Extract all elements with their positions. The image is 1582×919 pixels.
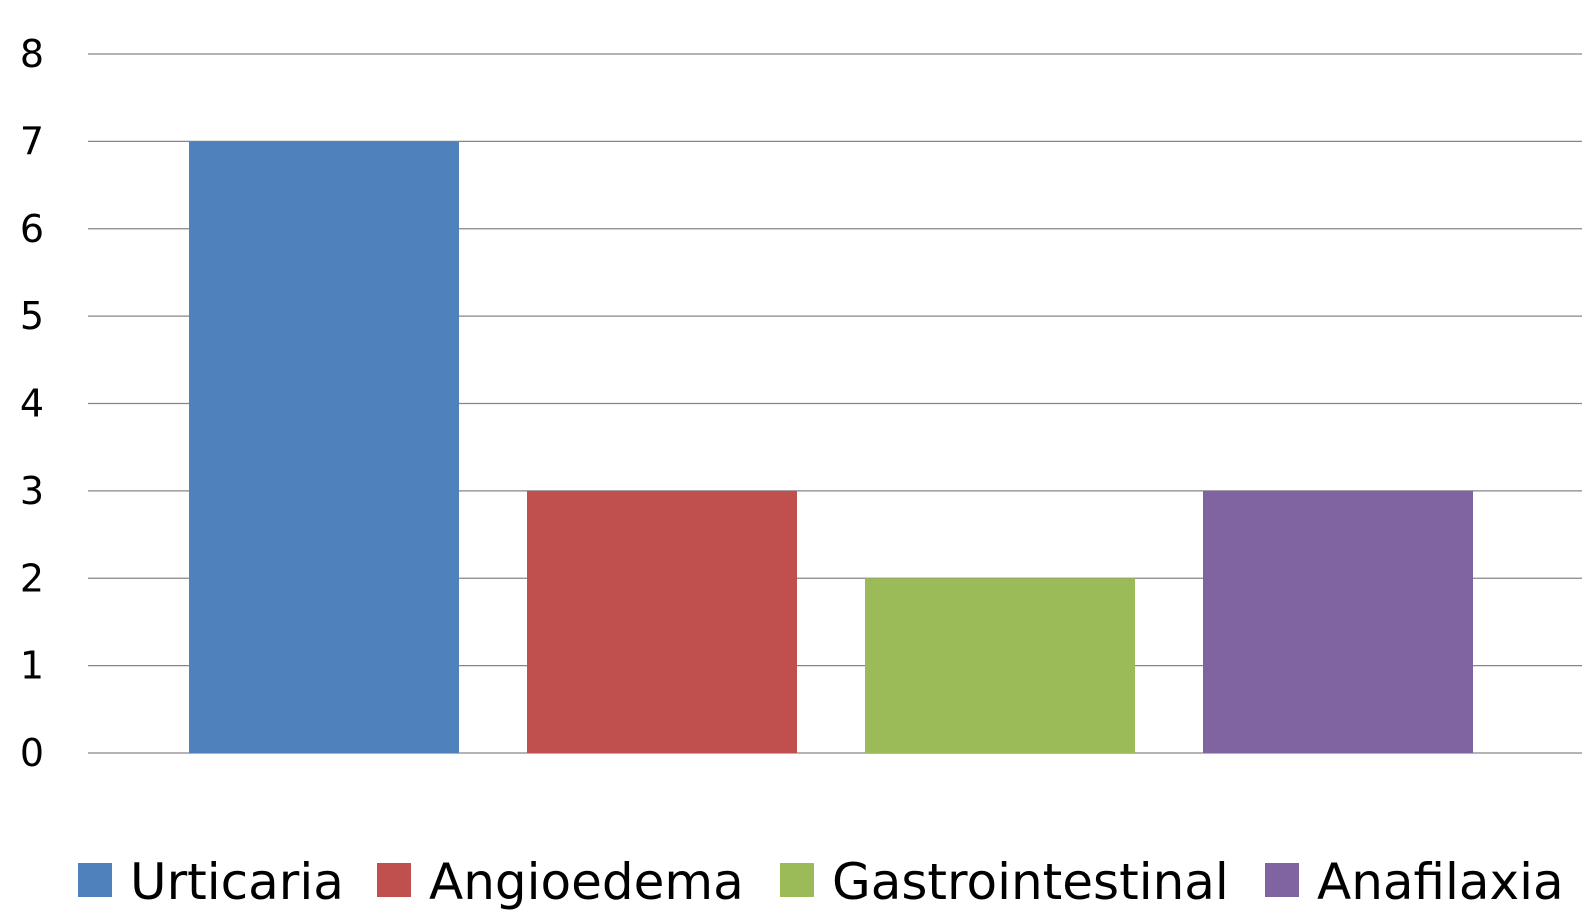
legend-label: Gastrointestinal [832, 853, 1229, 911]
y-tick-label: 4 [20, 382, 44, 426]
y-tick-label: 3 [20, 469, 44, 513]
y-tick-label: 2 [20, 556, 44, 600]
y-tick-label: 7 [20, 119, 44, 163]
y-tick-label: 8 [20, 32, 44, 76]
y-tick-label: 5 [20, 294, 44, 338]
y-axis-ticks: 0 1 2 3 4 5 6 7 8 [20, 32, 44, 775]
legend-swatch [377, 863, 411, 897]
legend-item-anafilaxia: Anafilaxia [1265, 853, 1564, 911]
bar-angioedema [527, 490, 797, 753]
legend-label: Angioedema [429, 853, 744, 911]
legend-swatch [78, 863, 112, 897]
legend-label: Urticaria [130, 853, 344, 911]
legend-swatch [780, 863, 814, 897]
bars [189, 141, 1473, 753]
y-tick-label: 1 [20, 644, 44, 688]
bar-urticaria [189, 141, 459, 753]
y-tick-label: 6 [20, 207, 44, 251]
legend-swatch [1265, 863, 1299, 897]
legend-label: Anafilaxia [1317, 853, 1564, 911]
legend: Urticaria Angioedema Gastrointestinal Anafi… [78, 853, 1564, 911]
y-tick-label: 0 [20, 731, 44, 775]
legend-item-angioedema: Angioedema [377, 853, 744, 911]
legend-item-urticaria: Urticaria [78, 853, 344, 911]
legend-item-gastrointestinal: Gastrointestinal [780, 853, 1229, 911]
bar-anafilaxia [1203, 490, 1473, 753]
bar-gastrointestinal [865, 578, 1135, 753]
